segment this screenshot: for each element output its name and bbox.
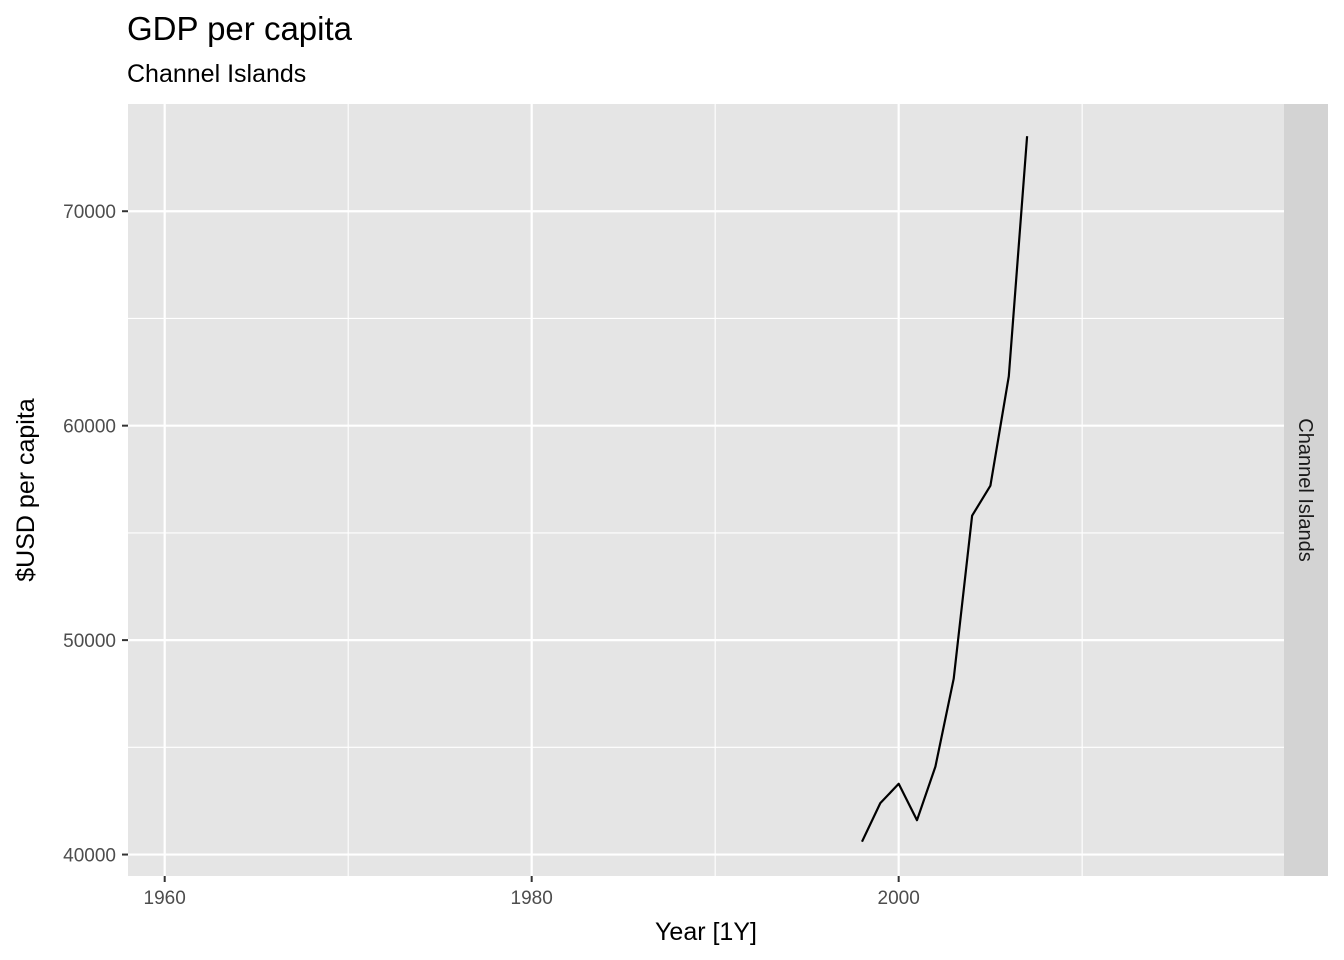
y-axis-title: $USD per capita [12, 398, 40, 582]
x-axis-title: Year [1Y] [655, 918, 757, 946]
x-tick-label: 2000 [878, 888, 920, 909]
y-tick-label: 70000 [63, 202, 116, 223]
grid-major [128, 104, 1284, 876]
facet-strip-label: Channel Islands [1294, 418, 1316, 561]
grid-minor [128, 104, 1284, 876]
x-axis: 1960 1980 2000 [144, 876, 920, 909]
y-axis: 40000 50000 60000 70000 [63, 202, 128, 867]
facet-strip [1284, 104, 1328, 876]
x-tick-label: 1980 [511, 888, 553, 909]
y-tick-label: 50000 [63, 631, 116, 652]
x-tick-label: 1960 [144, 888, 186, 909]
y-tick-label: 60000 [63, 417, 116, 438]
series-layer [861, 136, 1029, 843]
chart-title: GDP per capita [127, 10, 353, 47]
y-tick-label: 40000 [63, 846, 116, 867]
chart-subtitle: Channel Islands [127, 60, 306, 88]
plot-panel [128, 104, 1284, 876]
series-line [861, 136, 1029, 843]
